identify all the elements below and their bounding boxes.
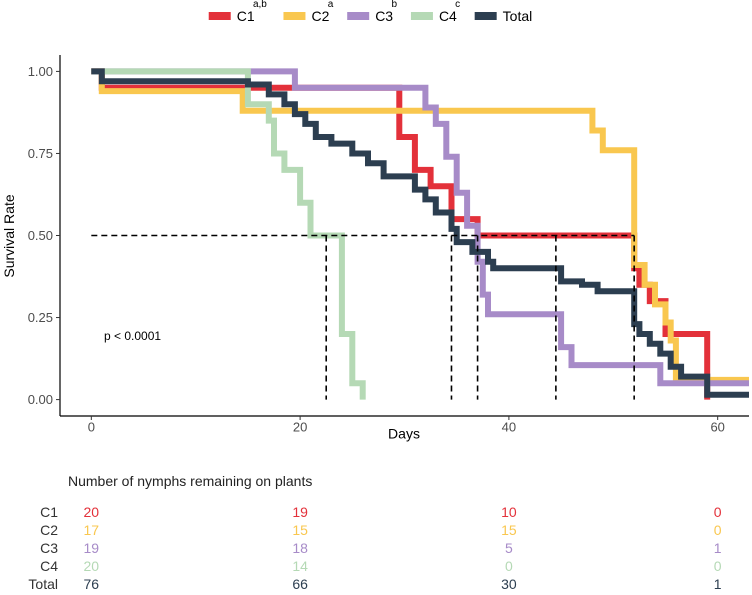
risk-row-label-c2: C2 [40, 522, 58, 538]
risk-value-c4-20: 14 [292, 558, 308, 574]
risk-row-label-c3: C3 [40, 540, 58, 556]
y-axis-label: Survival Rate [1, 194, 17, 277]
x-tick-label: 40 [502, 420, 516, 435]
series-line-total [91, 68, 749, 398]
risk-value-c2-40: 15 [501, 522, 517, 538]
risk-value-total-60: 1 [714, 576, 722, 592]
legend-key-c3 [347, 12, 370, 20]
legend-superscript-c2: a [328, 0, 334, 10]
risk-row-label-total: Total [28, 576, 58, 592]
axes: 0 20 40 60 0.00 0.25 0.50 0.75 1.00 Days Surviv… [1, 55, 749, 441]
risk-table: Number of nymphs remaining on plants C1 2… [28, 473, 721, 592]
x-ticks: 0 20 40 60 [88, 416, 725, 435]
x-tick-label: 60 [710, 420, 724, 435]
p-value-annotation: p < 0.0001 [104, 329, 161, 343]
y-tick-label: 0.00 [28, 392, 53, 407]
risk-value-c1-60: 0 [714, 504, 722, 520]
risk-value-total-20: 66 [292, 576, 308, 592]
legend-label-total: Total [503, 8, 533, 24]
risk-value-c3-20: 18 [292, 540, 308, 556]
y-ticks: 0.00 0.25 0.50 0.75 1.00 [28, 64, 60, 407]
legend-key-c1 [208, 12, 231, 20]
legend-superscript-c4: c [455, 0, 460, 10]
legend-superscript-c1: a,b [253, 0, 267, 10]
legend-key-c2 [283, 12, 306, 20]
risk-row-label-c4: C4 [40, 558, 58, 574]
legend-label-c3: C3 [375, 8, 393, 24]
risk-table-title: Number of nymphs remaining on plants [68, 473, 312, 489]
risk-value-c3-40: 5 [505, 540, 513, 556]
risk-value-c1-40: 10 [501, 504, 517, 520]
x-tick-label: 20 [293, 420, 307, 435]
x-axis-label: Days [388, 425, 420, 441]
median-lines [91, 234, 635, 400]
risk-value-c4-40: 0 [505, 558, 513, 574]
series-line-c4 [91, 68, 366, 400]
risk-value-c2-20: 15 [292, 522, 308, 538]
risk-value-c1-0: 20 [84, 504, 100, 520]
risk-value-total-40: 30 [501, 576, 517, 592]
risk-value-c2-60: 0 [714, 522, 722, 538]
series-layer [91, 68, 749, 400]
legend-label-c4: C4 [439, 8, 457, 24]
risk-value-c3-60: 1 [714, 540, 722, 556]
series-line-c3 [91, 68, 749, 387]
y-tick-label: 0.25 [28, 310, 53, 325]
risk-row-label-c1: C1 [40, 504, 58, 520]
risk-value-c4-0: 20 [84, 558, 100, 574]
legend-superscript-c3: b [391, 0, 397, 10]
risk-value-c4-60: 0 [714, 558, 722, 574]
risk-value-c3-0: 19 [84, 540, 100, 556]
plot-area [91, 68, 749, 400]
legend-key-total [474, 12, 497, 20]
x-tick-label: 0 [88, 420, 95, 435]
y-tick-label: 0.75 [28, 146, 53, 161]
series-line-c2 [91, 68, 749, 383]
legend-key-c4 [410, 12, 433, 20]
legend-label-c2: C2 [311, 8, 329, 24]
risk-value-total-0: 76 [84, 576, 100, 592]
risk-value-c2-0: 17 [84, 522, 100, 538]
y-tick-label: 0.50 [28, 228, 53, 243]
legend: C1a,b C2a C3b C4c Total [208, 0, 533, 24]
legend-label-c1: C1 [237, 8, 255, 24]
risk-value-c1-20: 19 [292, 504, 308, 520]
y-tick-label: 1.00 [28, 64, 53, 79]
